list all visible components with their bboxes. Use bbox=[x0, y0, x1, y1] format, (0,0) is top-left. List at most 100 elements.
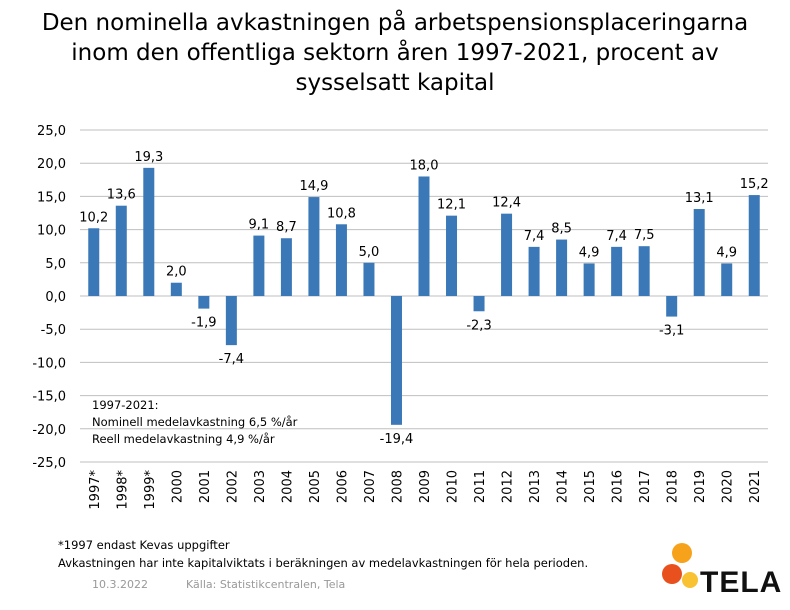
x-tick-label: 2003 bbox=[253, 470, 268, 503]
note-nominal: Nominell medelavkastning 6,5 %/år bbox=[92, 415, 298, 429]
x-tick-label: 1998* bbox=[115, 470, 130, 510]
data-label: 4,9 bbox=[579, 245, 600, 260]
note-real: Reell medelavkastning 4,9 %/år bbox=[92, 432, 275, 446]
bar bbox=[253, 235, 265, 296]
bar bbox=[473, 296, 485, 312]
bar bbox=[170, 282, 182, 296]
publication-date: 10.3.2022 bbox=[92, 578, 148, 591]
footnote-kevas: *1997 endast Kevas uppgifter bbox=[58, 538, 230, 552]
tela-logo-icon bbox=[662, 543, 698, 588]
x-tick-label: 2001 bbox=[198, 470, 213, 503]
x-tick-label: 1999* bbox=[143, 470, 158, 510]
y-tick-label: 5,0 bbox=[45, 257, 66, 272]
data-label: -19,4 bbox=[380, 432, 414, 447]
x-tick-label: 2017 bbox=[638, 470, 653, 503]
bar bbox=[88, 228, 100, 296]
bar bbox=[501, 213, 513, 296]
x-tick-label: 2016 bbox=[611, 470, 626, 503]
x-tick-label: 2018 bbox=[666, 470, 681, 503]
title-line: sysselsatt kapital bbox=[295, 70, 495, 96]
data-label: 12,1 bbox=[437, 198, 466, 213]
x-tick-label: 2004 bbox=[280, 470, 295, 503]
y-tick-label: -5,0 bbox=[41, 323, 66, 338]
bar bbox=[280, 238, 292, 296]
x-tick-label: 2020 bbox=[721, 470, 736, 503]
data-label: 5,0 bbox=[359, 245, 380, 260]
bar bbox=[446, 215, 458, 296]
data-label: 10,8 bbox=[327, 206, 356, 221]
data-label: 12,4 bbox=[492, 196, 521, 211]
bar bbox=[693, 209, 705, 296]
bar bbox=[418, 176, 430, 296]
x-tick-label: 2007 bbox=[363, 470, 378, 503]
data-label: 4,9 bbox=[716, 245, 737, 260]
x-tick-label: 2008 bbox=[390, 470, 405, 503]
x-tick-label: 2013 bbox=[528, 470, 543, 503]
data-label: 7,5 bbox=[634, 228, 655, 243]
average-note: 1997-2021: Nominell medelavkastning 6,5 … bbox=[92, 397, 297, 448]
y-tick-label: -10,0 bbox=[32, 356, 66, 371]
y-tick-label: -20,0 bbox=[32, 423, 66, 438]
bar bbox=[666, 296, 678, 317]
data-label: 19,3 bbox=[134, 150, 163, 165]
title-line: Den nominella avkastningen på arbetspens… bbox=[41, 10, 749, 36]
bar bbox=[143, 167, 155, 296]
y-tick-label: 25,0 bbox=[37, 124, 66, 139]
bar bbox=[363, 262, 375, 296]
y-tick-label: 15,0 bbox=[37, 190, 66, 205]
logo-text: TELA bbox=[700, 566, 783, 599]
x-tick-label: 1997* bbox=[88, 470, 103, 510]
bar bbox=[528, 246, 540, 296]
x-tick-label: 2005 bbox=[308, 470, 323, 503]
data-label: 18,0 bbox=[410, 158, 439, 173]
bar bbox=[308, 197, 320, 296]
x-tick-label: 2006 bbox=[335, 470, 350, 503]
bar bbox=[390, 296, 402, 425]
data-label: 14,9 bbox=[299, 179, 328, 194]
data-label: 8,5 bbox=[551, 222, 572, 237]
bar bbox=[638, 246, 650, 296]
footnote-weighting: Avkastningen har inte kapitalviktats i b… bbox=[58, 556, 589, 570]
data-label: 13,6 bbox=[107, 188, 136, 203]
x-tick-label: 2011 bbox=[473, 470, 488, 503]
x-tick-label: 2010 bbox=[446, 470, 461, 503]
title-line: inom den offentliga sektorn åren 1997-20… bbox=[71, 40, 719, 66]
x-tick-label: 2019 bbox=[693, 470, 708, 503]
data-label: -7,4 bbox=[219, 352, 244, 367]
note-period: 1997-2021: bbox=[92, 398, 159, 412]
data-label: 15,2 bbox=[740, 177, 769, 192]
bar bbox=[198, 296, 210, 309]
x-tick-label: 2012 bbox=[501, 470, 516, 503]
data-label: 7,4 bbox=[606, 229, 627, 244]
x-tick-label: 2015 bbox=[583, 470, 598, 503]
x-tick-label: 2000 bbox=[170, 470, 185, 503]
source-text: Källa: Statistikcentralen, Tela bbox=[186, 578, 346, 591]
x-tick-label: 2014 bbox=[556, 470, 571, 503]
bar bbox=[721, 263, 733, 296]
x-tick-label: 2021 bbox=[748, 470, 763, 503]
data-label: 8,7 bbox=[276, 220, 297, 235]
x-tick-label: 2009 bbox=[418, 470, 433, 503]
bar bbox=[335, 224, 347, 296]
y-tick-label: -15,0 bbox=[32, 390, 66, 405]
y-tick-label: 10,0 bbox=[37, 224, 66, 239]
y-tick-label: 20,0 bbox=[37, 157, 66, 172]
bar bbox=[115, 205, 127, 296]
y-tick-label: 0,0 bbox=[45, 290, 66, 305]
data-label: -3,1 bbox=[659, 324, 684, 339]
bar bbox=[583, 263, 595, 296]
data-label: -1,9 bbox=[191, 316, 216, 331]
data-label: 13,1 bbox=[685, 191, 714, 206]
data-label: 9,1 bbox=[249, 218, 270, 233]
bar bbox=[225, 296, 237, 346]
bar bbox=[556, 239, 568, 296]
x-tick-label: 2002 bbox=[225, 470, 240, 503]
bar bbox=[748, 195, 760, 296]
bar bbox=[611, 246, 623, 296]
chart-title: Den nominella avkastningen på arbetspens… bbox=[20, 8, 770, 98]
data-label: -2,3 bbox=[466, 318, 491, 333]
data-label: 2,0 bbox=[166, 265, 187, 280]
data-label: 10,2 bbox=[79, 210, 108, 225]
data-label: 7,4 bbox=[524, 229, 545, 244]
